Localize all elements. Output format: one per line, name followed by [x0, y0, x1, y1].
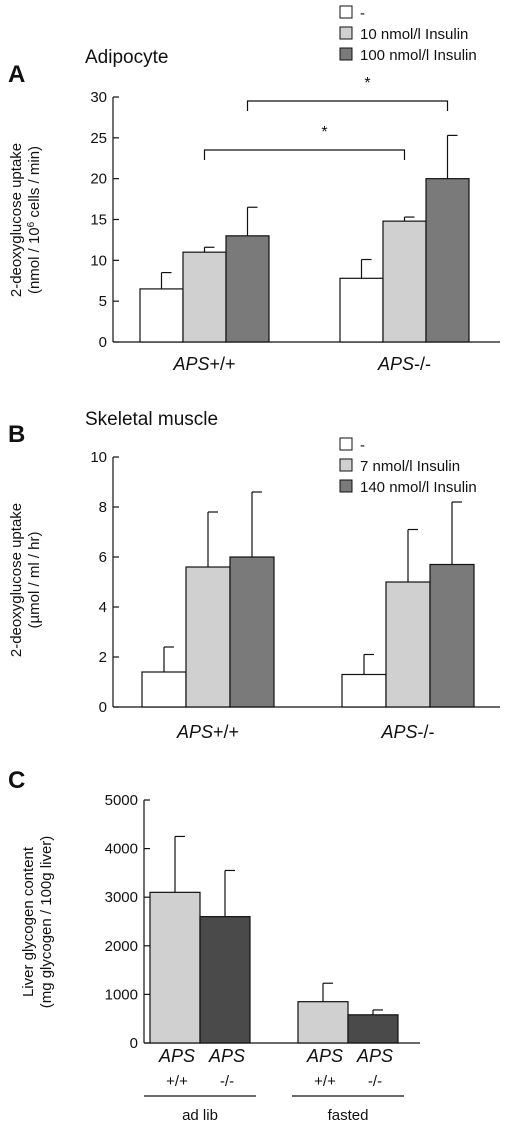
- significance-marker: *: [321, 124, 327, 141]
- x-category-label: APS: [306, 1046, 343, 1066]
- panel-a: A Adipocyte - 10 nmol/l Insulin 100 nmol/l I…: [8, 5, 500, 374]
- bar: [339, 277, 384, 343]
- significance-bracket: [203, 149, 406, 160]
- y-tick-label: 4: [99, 599, 107, 616]
- legend-swatch: [339, 437, 353, 451]
- group-label: fasted: [328, 1107, 369, 1124]
- x-category-label: APS-/-: [377, 354, 431, 374]
- y-tick-label: 1000: [105, 986, 138, 1003]
- y-tick-label: 10: [90, 252, 107, 269]
- y-tick-label: 10: [90, 449, 107, 466]
- bar: [149, 891, 201, 1044]
- bar: [347, 1014, 399, 1044]
- group-label: ad lib: [182, 1107, 218, 1124]
- panel-letter: C: [8, 767, 25, 794]
- y-tick-label: 30: [90, 89, 107, 106]
- bar: [199, 916, 251, 1044]
- legend-swatch: [339, 47, 353, 61]
- y-tick-label: 5: [99, 293, 107, 310]
- legend-entry: 7 nmol/l Insulin: [360, 458, 460, 475]
- y-tick-label: 6: [99, 549, 107, 566]
- legend-entry: 10 nmol/l Insulin: [360, 26, 468, 43]
- y-axis-units: (mg glycogen / 100g liver): [38, 836, 55, 1009]
- chart-title: Skeletal muscle: [85, 409, 218, 430]
- y-tick-label: 5000: [105, 792, 138, 809]
- legend-swatch: [339, 5, 353, 19]
- panel-c: C Liver glycogen content (mg glycogen / 10…: [8, 767, 420, 1124]
- y-tick-label: 25: [90, 130, 107, 147]
- bar: [182, 251, 227, 343]
- bar: [341, 673, 387, 708]
- y-axis-units: (nmol / 106 cells / min): [26, 146, 44, 294]
- significance-marker: *: [364, 75, 370, 92]
- x-genotype-label: +/+: [166, 1073, 188, 1090]
- y-tick-label: 15: [90, 212, 107, 229]
- y-tick-label: 2: [99, 649, 107, 666]
- bar: [139, 288, 184, 343]
- x-genotype-label: -/-: [220, 1073, 234, 1090]
- panel-letter: B: [8, 421, 25, 448]
- x-category-label: APS-/-: [380, 722, 434, 742]
- panel-letter: A: [8, 61, 25, 88]
- y-tick-label: 2000: [105, 938, 138, 955]
- y-tick-label: 0: [99, 699, 107, 716]
- y-tick-label: 20: [90, 171, 107, 188]
- bar: [225, 235, 270, 343]
- legend-entry: 100 nmol/l Insulin: [360, 47, 477, 64]
- panel-b: B Skeletal muscle - 7 nmol/l Insulin 140 nmo…: [8, 409, 500, 742]
- bar: [385, 581, 431, 708]
- legend-swatch: [339, 458, 353, 472]
- legend-entry: -: [360, 437, 365, 454]
- x-genotype-label: -/-: [368, 1073, 382, 1090]
- x-category-label: APS+/+: [176, 722, 239, 742]
- y-tick-label: 8: [99, 499, 107, 516]
- significance-bracket: [246, 100, 449, 111]
- bar: [185, 566, 231, 708]
- y-tick-label: 0: [99, 334, 107, 351]
- x-category-label: APS: [208, 1046, 245, 1066]
- bar: [297, 1001, 349, 1044]
- y-tick-label: 3000: [105, 889, 138, 906]
- bar: [382, 220, 427, 343]
- x-category-label: APS: [356, 1046, 393, 1066]
- bar: [429, 563, 475, 708]
- bar: [229, 556, 275, 708]
- x-category-label: APS+/+: [172, 354, 235, 374]
- legend-swatch: [339, 479, 353, 493]
- y-axis-label: 2-deoxyglucose uptake: [8, 143, 25, 297]
- chart-title: Adipocyte: [85, 47, 168, 68]
- bar: [141, 671, 187, 708]
- bar: [425, 178, 470, 343]
- x-category-label: APS: [158, 1046, 195, 1066]
- legend-swatch: [339, 26, 353, 40]
- y-tick-label: 0: [130, 1035, 138, 1052]
- y-tick-label: 4000: [105, 841, 138, 858]
- legend-entry: 140 nmol/l Insulin: [360, 479, 477, 496]
- legend-entry: -: [360, 5, 365, 22]
- y-axis-label: Liver glycogen content: [20, 846, 37, 997]
- y-axis-label: 2-deoxyglucose uptake: [8, 503, 25, 657]
- x-genotype-label: +/+: [314, 1073, 336, 1090]
- y-axis-units: (µmol / ml / hr): [26, 532, 43, 629]
